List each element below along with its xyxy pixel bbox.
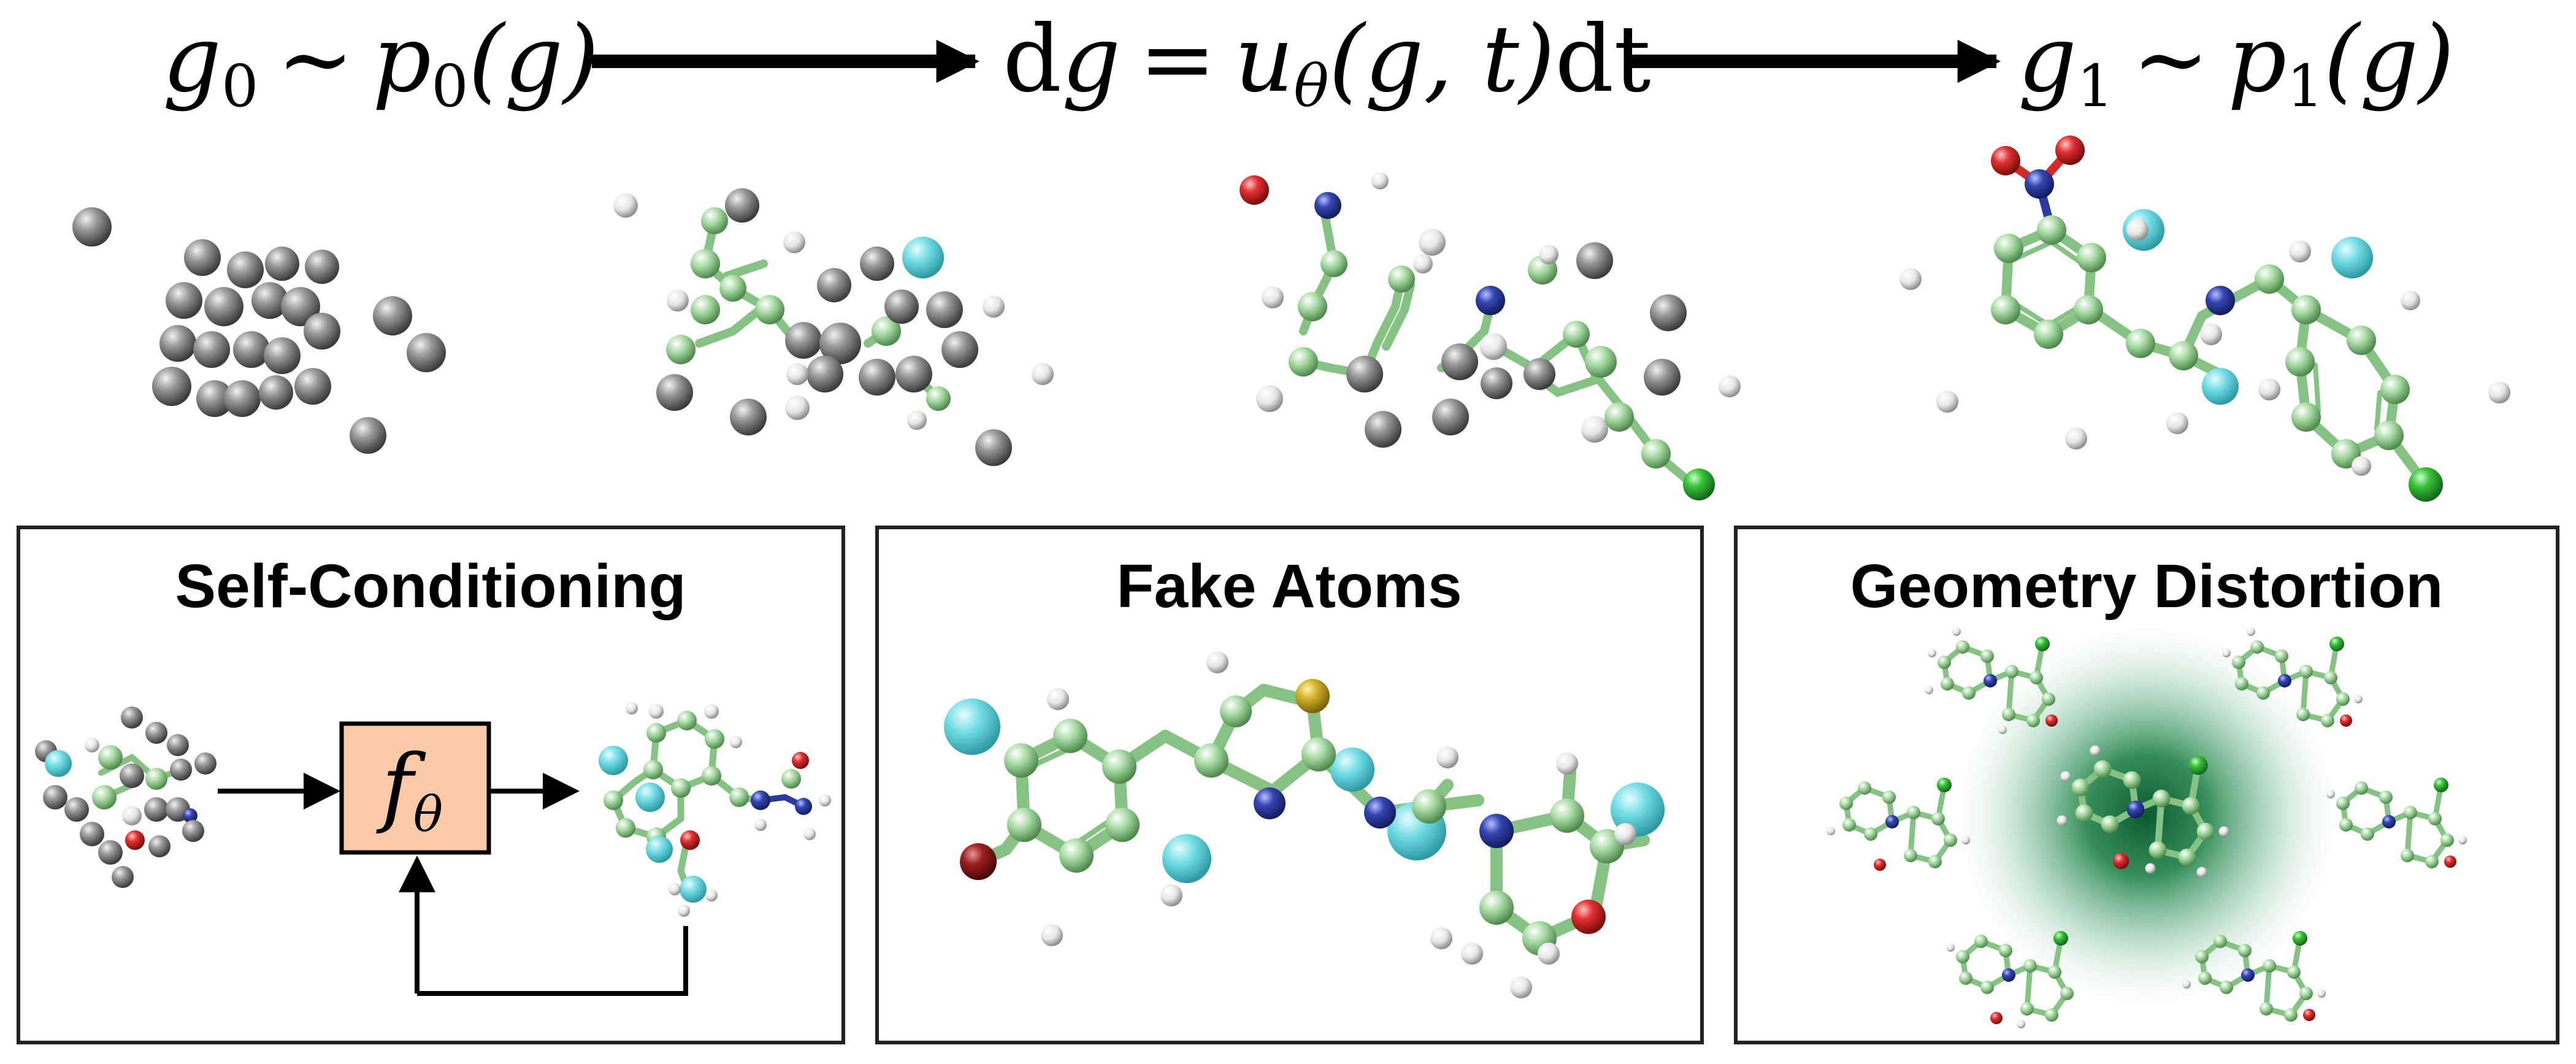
target-arg: (g) <box>2324 6 2455 113</box>
distorted-molecule-middle-right <box>2326 778 2467 868</box>
self-cond-arrow-in <box>218 773 340 809</box>
distorted-molecule-middle-left <box>1827 778 1970 871</box>
prior-arg: (g) <box>469 6 599 113</box>
distorted-molecule-top-right <box>2222 627 2363 727</box>
prior-var: g <box>163 6 221 113</box>
flow-args: (g, t) <box>1329 6 1555 113</box>
panel-self-conditioning-title: Self-Conditioning <box>175 552 686 621</box>
panel-fake-atoms-title: Fake Atoms <box>1116 552 1462 621</box>
panel-fake-atoms: Fake Atoms <box>875 526 1704 1044</box>
panel-geometry-distortion: Geometry Distortion <box>1734 526 2559 1044</box>
network-sub: θ <box>413 786 443 843</box>
prior-formula: g0 ∼ p0(g) <box>163 6 599 120</box>
target-formula: g1 ∼ p1(g) <box>2018 6 2455 120</box>
fake-atoms-molecule <box>944 651 1665 998</box>
flow-fn-sub: θ <box>1294 53 1328 120</box>
distorted-molecule-bottom-left <box>1946 931 2074 1028</box>
flow-formula: dg = uθ(g, t)dt <box>1003 6 1651 120</box>
distortion-halo <box>1944 613 2349 1018</box>
flow-var: g <box>1062 6 1121 113</box>
self-cond-arrow-out <box>489 773 580 809</box>
target-sub: 1 <box>2077 53 2114 120</box>
panel-self-conditioning: Self-Conditioning <box>17 526 845 1044</box>
molecule-final-t3 <box>1899 136 2510 502</box>
molecule-forming-t2 <box>1240 172 1741 500</box>
network-f-theta-box <box>339 721 491 855</box>
target-dist-sub: 1 <box>2287 53 2323 120</box>
prior-dist-sub: 0 <box>431 53 468 120</box>
prior-dist: p <box>372 6 431 113</box>
panel-geometry-distortion-title: Geometry Distortion <box>1850 552 2444 621</box>
target-var: g <box>2018 6 2077 113</box>
prior-rel: ∼ <box>277 6 354 113</box>
distorted-molecule-bottom-right <box>2182 931 2326 1022</box>
flow-eq: = <box>1139 6 1216 113</box>
self-cond-feedback-arrow <box>399 855 688 996</box>
top-flow-row: g0 ∼ p0(g) dg = uθ(g, t)dt g1 ∼ p1(g) <box>163 6 2455 120</box>
flow-fn: u <box>1235 6 1294 113</box>
distorted-molecule-center <box>2057 745 2229 878</box>
prior-sub: 0 <box>221 53 258 120</box>
self-cond-output-molecule <box>599 702 831 917</box>
target-rel: ∼ <box>2132 6 2209 113</box>
target-dist: p <box>2228 6 2287 113</box>
flow-d: d <box>1003 6 1062 113</box>
molecule-noise-t0 <box>72 207 446 454</box>
self-cond-input-molecule <box>35 706 217 888</box>
molecule-partial-t1 <box>613 188 1054 466</box>
distorted-molecule-top-left <box>1925 627 2058 734</box>
